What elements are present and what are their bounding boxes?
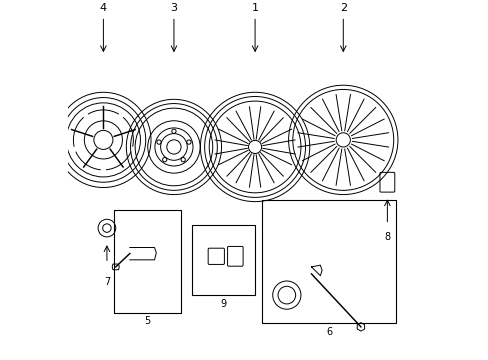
Bar — [262, 200, 395, 323]
Text: 2: 2 — [339, 3, 346, 13]
Text: 9: 9 — [220, 299, 226, 309]
Bar — [114, 211, 181, 313]
Text: 8: 8 — [384, 231, 389, 242]
Bar — [191, 225, 255, 295]
Text: 5: 5 — [144, 316, 150, 326]
Text: 3: 3 — [170, 3, 177, 13]
Text: 6: 6 — [325, 327, 331, 337]
Text: 7: 7 — [103, 278, 110, 288]
Text: 1: 1 — [251, 3, 258, 13]
Text: 4: 4 — [100, 3, 107, 13]
